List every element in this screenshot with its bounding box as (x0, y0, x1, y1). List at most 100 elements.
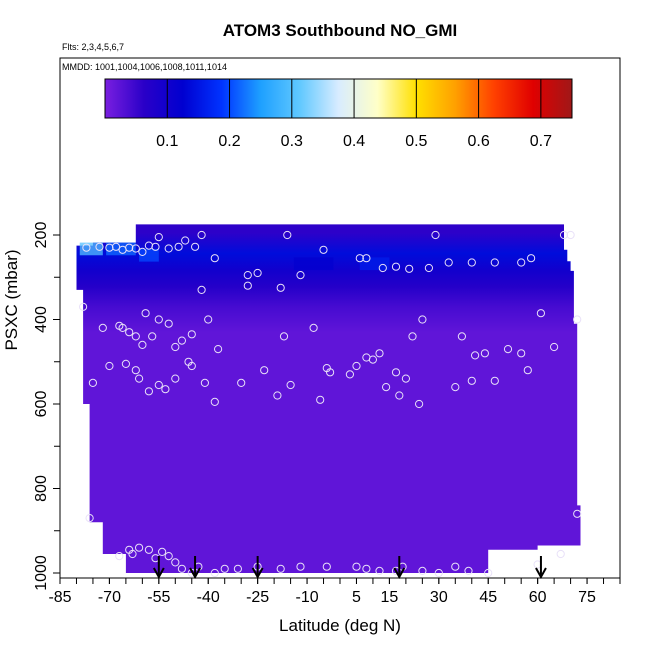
flights-subtitle: Flts: 2,3,4,5,6,7 (62, 42, 124, 52)
colorbar-tick-label: 0.7 (530, 133, 552, 150)
sample-point (391, 262, 401, 271)
flight-arrow-head (152, 567, 165, 580)
sample-point (115, 552, 124, 561)
colorbar-tick-label: 0.2 (218, 133, 240, 150)
x-tick-label: -10 (295, 589, 318, 606)
flight-arrow-head (393, 567, 406, 580)
sample-point (141, 309, 150, 318)
y-tick-label: 600 (33, 391, 50, 418)
y-tick-label: 200 (33, 222, 50, 249)
sample-point (279, 332, 289, 341)
x-tick-label: 60 (529, 589, 547, 606)
sample-point (434, 568, 443, 578)
x-axis-label: Latitude (deg N) (279, 616, 401, 635)
sample-point (197, 230, 206, 240)
sample-point (319, 245, 328, 254)
sample-point (286, 380, 295, 390)
sample-point (131, 332, 140, 341)
sample-point (171, 558, 180, 567)
sample-point (187, 361, 196, 371)
sample-point (131, 366, 140, 375)
sample-point (283, 230, 292, 240)
sample-point (131, 244, 140, 253)
sample-point (382, 383, 391, 392)
field-patch (79, 242, 103, 256)
sample-point (171, 374, 180, 383)
sample-point (490, 258, 499, 267)
sample-point (464, 566, 473, 576)
x-tick-label: 15 (381, 589, 399, 606)
field-patch (293, 257, 334, 271)
field-body (76, 224, 581, 573)
y-axis: 200 400 600 800 1000 (33, 222, 60, 591)
sample-point (408, 332, 417, 341)
sample-point (121, 359, 131, 368)
flight-arrow-head (189, 567, 201, 580)
x-tick-label: 75 (578, 589, 596, 606)
sample-point (517, 349, 526, 358)
sample-point (424, 263, 433, 273)
sample-point (484, 568, 493, 578)
sample-point (125, 243, 134, 252)
sample-point (191, 242, 200, 251)
sample-point (273, 391, 282, 400)
colorbar-tick-label: 0.5 (405, 133, 427, 150)
sample-point (138, 340, 147, 349)
sample-point (556, 549, 565, 559)
sample-point (158, 547, 167, 557)
sample-point (237, 378, 246, 387)
colorbar-tick-label: 0.6 (467, 133, 489, 150)
sample-point (391, 368, 401, 377)
sample-point (490, 376, 499, 385)
sample-point (105, 243, 114, 252)
sample-point (88, 378, 98, 387)
sample-point (309, 323, 318, 332)
dates-subtitle: MMDD: 1001,1004,1006,1008,1011,1014 (62, 62, 227, 72)
sample-point (480, 349, 489, 358)
sample-point (536, 309, 546, 318)
sample-point (276, 564, 285, 573)
sample-point (135, 543, 144, 552)
sample-point (471, 351, 480, 360)
colorbar-tick-label: 0.4 (343, 133, 365, 150)
sample-point (260, 366, 269, 375)
sample-point (375, 566, 384, 576)
sample-point (559, 230, 569, 240)
colorbar (104, 78, 573, 119)
y-tick-label: 800 (33, 475, 50, 502)
sample-point (527, 254, 536, 263)
y-axis-label: PSXC (mbar) (2, 249, 21, 350)
x-axis: -85 -70 -55 -40 -25 -10 5 15 30 45 60 75 (48, 577, 621, 606)
sample-point (111, 242, 121, 251)
sample-point (204, 315, 213, 324)
sample-point (375, 349, 384, 358)
sample-point (467, 258, 476, 267)
sample-point (316, 395, 325, 404)
sample-point (418, 566, 427, 576)
flight-arrow-head (251, 567, 264, 580)
sample-point (210, 254, 219, 263)
sample-point (144, 387, 153, 396)
sample-point (418, 315, 427, 324)
sample-point (503, 345, 513, 354)
heatmap-field (76, 224, 581, 573)
sample-point (457, 332, 466, 341)
sample-point (401, 374, 410, 383)
sample-point (415, 399, 424, 409)
sample-point (85, 514, 94, 523)
sample-point (105, 361, 114, 371)
x-tick-label: -70 (98, 589, 121, 606)
sample-point (352, 361, 361, 371)
colorbar-tick-label: 0.1 (156, 133, 178, 150)
sample-point (378, 263, 387, 273)
sample-point (200, 378, 209, 387)
sample-point (362, 564, 371, 573)
field-patch (359, 257, 390, 271)
sample-point (164, 319, 173, 328)
sample-point (148, 332, 157, 341)
sample-point (523, 366, 532, 375)
sample-point (368, 355, 377, 364)
x-tick-label: 45 (479, 589, 497, 606)
sample-point (326, 368, 335, 377)
